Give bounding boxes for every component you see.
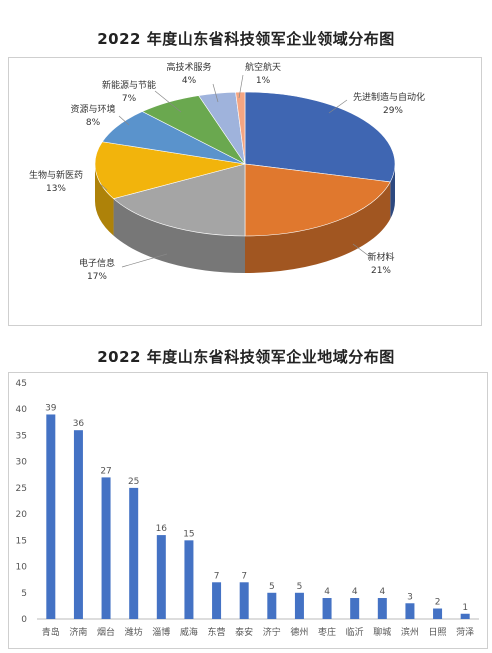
pie-labels: 先进制造与自动化 29% 新材料 21% 电子信息 17% 生物与新医药 13% 资源与环境 8%… (29, 61, 425, 282)
bar-chart: 05101520253035404539青岛36济南27烟台25潍坊16淄博15… (16, 379, 479, 638)
x-tick-label-8: 济宁 (263, 626, 281, 638)
pie-label-2: 电子信息 (79, 257, 115, 269)
bar-11 (350, 598, 360, 619)
pie-label-7: 航空航天 (245, 61, 281, 73)
y-tick-label-5: 25 (16, 484, 27, 494)
x-tick-label-15: 菏泽 (456, 627, 474, 638)
pie-leader-line-4 (118, 115, 130, 126)
bar-chart-title: 2022 年度山东省科技领军企业地域分布图 (97, 348, 395, 366)
x-tick-label-0: 青岛 (42, 626, 60, 638)
x-tick-label-3: 潍坊 (125, 626, 143, 638)
bar-7 (239, 582, 249, 619)
bar-value-label-0: 39 (45, 403, 57, 413)
pie-slice-1 (244, 163, 391, 237)
x-tick-label-9: 德州 (290, 626, 308, 638)
pie-slice-3 (94, 141, 246, 200)
bar-value-label-5: 15 (183, 529, 194, 539)
pie-side-2 (113, 198, 245, 273)
y-tick-label-4: 20 (16, 510, 28, 520)
x-tick-label-5: 威海 (180, 626, 198, 638)
bar-value-label-1: 36 (73, 419, 85, 429)
bar-value-label-4: 16 (156, 524, 168, 534)
x-tick-label-13: 滨州 (401, 626, 419, 638)
pie-top-faces (94, 91, 396, 237)
x-tick-label-1: 济南 (69, 626, 87, 638)
pie-leader-line-2 (121, 253, 168, 268)
y-tick-label-0: 0 (21, 615, 27, 625)
pie-value-6: 4% (182, 76, 197, 86)
y-tick-label-1: 5 (21, 589, 27, 599)
x-tick-label-6: 东营 (208, 626, 226, 638)
pie-leader-line-0 (328, 99, 348, 114)
pie-slice-0 (244, 91, 396, 183)
pie-leader-line-6 (212, 83, 219, 103)
bar-value-label-11: 4 (352, 587, 358, 597)
bar-value-label-10: 4 (324, 587, 330, 597)
bar-8 (267, 592, 277, 619)
pie-value-4: 8% (86, 118, 101, 128)
pie-leader-line-1 (352, 243, 370, 257)
pie-value-7: 1% (256, 76, 271, 86)
x-tick-label-10: 枣庄 (318, 626, 336, 638)
bar-15 (460, 613, 470, 619)
bar-value-label-3: 25 (128, 477, 139, 487)
bar-4 (156, 535, 166, 619)
bar-value-label-13: 3 (407, 592, 413, 602)
x-tick-label-11: 临沂 (346, 626, 364, 638)
pie-chart-title: 2022 年度山东省科技领军企业领域分布图 (97, 30, 395, 48)
pie-slice-2 (112, 163, 246, 237)
bar-12 (377, 598, 387, 619)
pie-side-0 (390, 164, 396, 219)
pie-chart-frame: 先进制造与自动化 29% 新材料 21% 电子信息 17% 生物与新医药 13% 资源与环境 8%… (8, 57, 482, 326)
pie-leader-line-7 (238, 74, 244, 99)
bar-2 (101, 477, 111, 619)
pie-value-5: 7% (122, 94, 137, 104)
bar-value-label-2: 27 (100, 466, 111, 476)
pie-label-4: 资源与环境 (70, 103, 115, 115)
bar-value-label-12: 4 (379, 587, 385, 597)
pie-value-3: 13% (46, 184, 66, 194)
pie-label-3: 生物与新医药 (29, 169, 83, 181)
y-tick-label-9: 45 (16, 379, 27, 389)
bar-6 (212, 582, 222, 619)
pie-label-1: 新材料 (367, 251, 394, 263)
x-tick-label-4: 淄博 (152, 626, 170, 638)
bar-value-label-7: 7 (241, 571, 247, 581)
pie-chart: 先进制造与自动化 29% 新材料 21% 电子信息 17% 生物与新医药 13% 资源与环境 8%… (29, 61, 425, 282)
bar-value-label-6: 7 (214, 571, 220, 581)
pie-label-0: 先进制造与自动化 (353, 91, 425, 103)
pie-value-0: 29% (383, 106, 403, 116)
y-tick-label-3: 15 (16, 536, 27, 546)
bar-value-label-8: 5 (269, 582, 275, 592)
bar-chart-frame: 0 5 10 15 20 25 30 35 40 45 39 青岛 36 济南 27 烟台 25 潍坊 16 淄博 15… (8, 372, 488, 649)
pie-leader-line-3 (99, 183, 108, 191)
pie-label-6: 高技术服务 (166, 61, 211, 73)
x-tick-label-12: 聊城 (373, 626, 391, 638)
bar-value-label-9: 5 (297, 582, 303, 592)
x-tick-label-14: 日照 (429, 627, 447, 638)
pie-label-5: 新能源与节能 (102, 79, 156, 91)
pie-value-1: 21% (371, 266, 391, 276)
bar-13 (405, 603, 415, 619)
y-tick-label-8: 40 (16, 405, 28, 415)
bar-value-label-15: 1 (462, 603, 468, 613)
pie-value-2: 17% (87, 272, 107, 282)
bar-series: 39 青岛 36 济南 27 烟台 25 潍坊 16 淄博 15 威海 7 东营 7 泰安 5 济宁 5 德州 4 枣庄 4… (42, 403, 474, 638)
x-tick-label-7: 泰安 (235, 626, 253, 638)
bar-10 (322, 598, 332, 619)
pie-leader-line-5 (154, 90, 182, 113)
y-tick-label-6: 30 (16, 458, 28, 468)
y-tick-label-2: 10 (16, 563, 28, 573)
bar-3 (129, 487, 139, 619)
bar-1 (73, 430, 83, 619)
bar-14 (433, 608, 443, 619)
bar-0 (46, 414, 56, 619)
bar-5 (184, 540, 194, 619)
x-tick-label-2: 烟台 (97, 626, 115, 638)
bar-y-axis: 0 5 10 15 20 25 30 35 40 45 (16, 379, 28, 625)
bar-value-label-14: 2 (435, 598, 441, 608)
y-tick-label-7: 35 (16, 431, 27, 441)
bar-9 (294, 592, 304, 619)
pie-side-1 (245, 181, 391, 273)
